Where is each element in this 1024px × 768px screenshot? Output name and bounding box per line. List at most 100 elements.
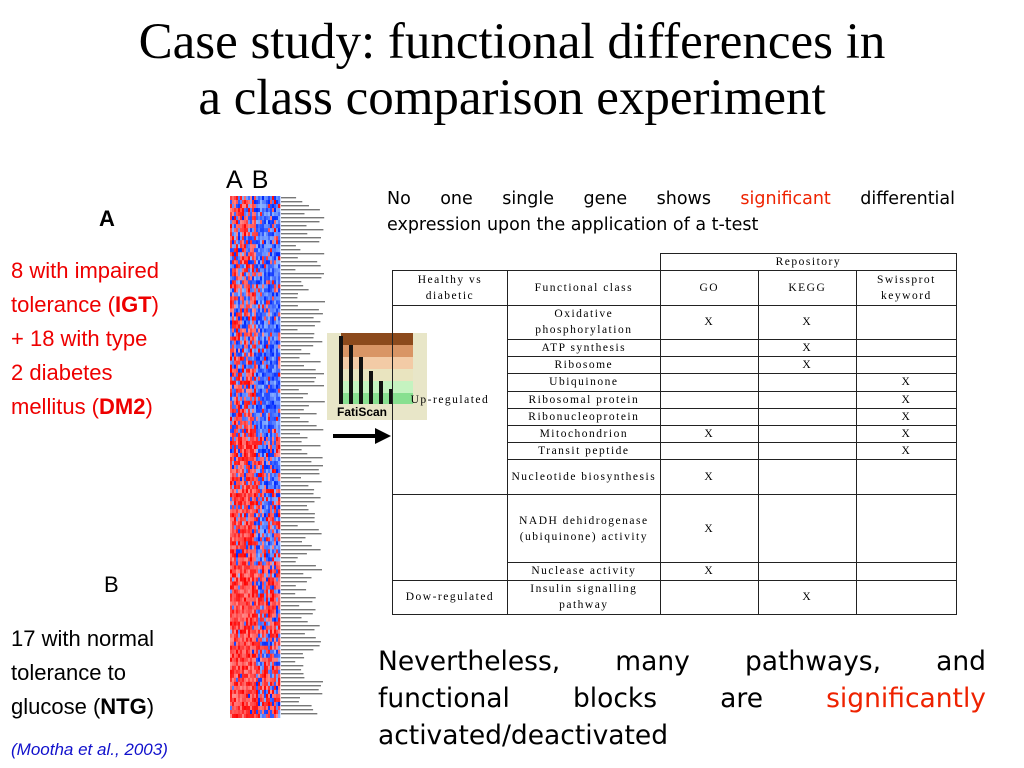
table-row: Dow-regulated Insulin signalling pathway X xyxy=(392,579,958,616)
kegg-mark-cell xyxy=(757,562,857,581)
sp-mark-cell: X xyxy=(855,390,958,409)
functional-class-cell: Ribosomal protein xyxy=(506,390,661,409)
group-a-line-3: + 18 with type xyxy=(11,326,148,351)
sp-mark-cell xyxy=(855,459,958,495)
title-line-2: a class comparison experiment xyxy=(198,70,826,126)
sp-mark-cell: X xyxy=(855,442,958,461)
table-row: Up-regulated Oxidative phosphorylation X X xyxy=(392,304,958,495)
sp-mark-cell xyxy=(855,562,958,581)
title-line-1: Case study: functional differences in xyxy=(138,14,886,70)
functional-class-cell: ATP synthesis xyxy=(506,338,661,358)
significant-word: significant xyxy=(740,189,831,209)
kegg-mark-cell: X xyxy=(757,338,857,358)
group-a-line-2: tolerance (IGT) xyxy=(11,292,159,317)
table-row: Ribosome X xyxy=(393,356,958,375)
go-mark-cell: X xyxy=(659,493,759,564)
go-mark-cell: X xyxy=(659,562,759,581)
table-row: Ribosomal protein X xyxy=(393,390,958,409)
go-mark-cell xyxy=(659,390,759,409)
functional-class-cell: Transit peptide xyxy=(506,442,661,461)
go-mark-cell: X xyxy=(659,424,759,444)
sp-mark-cell xyxy=(855,493,958,564)
group-b-line-3: glucose (NTG) xyxy=(11,694,155,719)
slide-title: Case study: functional differences in a … xyxy=(0,14,1024,126)
conclusion-line-3: activated/deactivated xyxy=(378,720,669,751)
group-b-line-2: tolerance to xyxy=(11,660,126,685)
group-a-line-4: 2 diabetes xyxy=(11,360,113,385)
table-row: NADH dehidrogenase (ubiquinone) activity… xyxy=(392,493,958,581)
kegg-mark-cell xyxy=(757,459,857,495)
kegg-mark-cell: X xyxy=(757,579,857,616)
swissprot-header: Swissprot keyword xyxy=(855,270,958,306)
sp-mark-cell: X xyxy=(855,373,958,392)
sp-mark-cell xyxy=(855,338,958,358)
repository-header: Repository xyxy=(659,252,958,272)
t-test-note-line-2: expression upon the application of a t-t… xyxy=(387,215,759,235)
kegg-mark-cell: X xyxy=(757,356,857,375)
functional-class-cell: Oxidative phosphorylation xyxy=(506,304,661,340)
group-cell-blank xyxy=(392,493,508,581)
arrow-icon xyxy=(333,428,391,444)
table-row: Nuclease activity X xyxy=(393,562,958,581)
t-test-note: No one single gene shows significant dif… xyxy=(387,186,955,238)
kegg-mark-cell xyxy=(757,424,857,444)
heatmap-label-b: B xyxy=(251,166,270,194)
sp-mark-cell: X xyxy=(855,424,958,444)
down-regulated-group: Dow-regulated xyxy=(392,579,508,616)
sp-mark-cell xyxy=(855,356,958,375)
functional-class-cell: Ubiquinone xyxy=(506,373,661,392)
sp-mark-cell: X xyxy=(855,407,958,426)
table-row: Nucleotide biosynthesis X xyxy=(393,459,958,495)
go-mark-cell xyxy=(659,407,759,426)
group-b-line-1: 17 with normal xyxy=(11,626,155,651)
group-a-line-5: mellitus (DM2) xyxy=(11,394,153,419)
go-mark-cell: X xyxy=(659,304,759,340)
go-mark-cell xyxy=(659,579,759,616)
group-a-line-1: 8 with impaired xyxy=(11,258,159,283)
dm2-abbrev: DM2 xyxy=(99,394,146,419)
igt-abbrev: IGT xyxy=(114,292,152,317)
functional-class-cell: Insulin signalling pathway xyxy=(506,579,661,616)
expression-heatmap xyxy=(230,196,281,718)
ntg-abbrev: NTG xyxy=(100,694,147,719)
significantly-word: significantly xyxy=(826,683,986,714)
functional-class-cell: Mitochondrion xyxy=(506,424,661,444)
up-regulated-group: Up-regulated xyxy=(392,304,508,495)
sp-mark-cell xyxy=(855,304,958,340)
group-b-label: B xyxy=(104,572,119,597)
go-header: GO xyxy=(659,270,759,306)
go-mark-cell xyxy=(659,442,759,461)
group-header: Healthy vs diabetic xyxy=(392,270,508,306)
kegg-mark-cell xyxy=(757,390,857,409)
functional-class-cell: NADH dehidrogenase (ubiquinone) activity xyxy=(506,493,661,564)
group-b-description: 17 with normal tolerance to glucose (NTG… xyxy=(11,622,211,724)
kegg-mark-cell xyxy=(757,373,857,392)
heatmap-label-a: A xyxy=(226,166,244,194)
functional-class-cell: Ribosome xyxy=(506,356,661,375)
table-row: Ubiquinone X xyxy=(393,373,958,392)
table-row: Mitochondrion X X xyxy=(393,424,958,444)
conclusion-line-2: functional blocks are significantly xyxy=(378,683,986,714)
citation: (Mootha et al., 2003) xyxy=(11,740,168,759)
conclusion-note: Nevertheless, many pathways, and functio… xyxy=(378,643,986,754)
kegg-mark-cell xyxy=(757,493,857,564)
go-mark-cell: X xyxy=(659,459,759,495)
table-row: Ribonucleoprotein X xyxy=(393,407,958,426)
go-mark-cell xyxy=(659,338,759,358)
functional-class-table: Repository Healthy vs diabetic Functiona… xyxy=(392,252,958,616)
sp-mark-cell xyxy=(855,579,958,616)
gene-name-column xyxy=(281,197,325,715)
go-mark-cell xyxy=(659,373,759,392)
group-a-label: A xyxy=(99,206,115,231)
kegg-mark-cell xyxy=(757,442,857,461)
functional-class-cell: Nucleotide biosynthesis xyxy=(506,459,661,495)
class-header: Functional class xyxy=(506,270,661,306)
kegg-mark-cell: X xyxy=(757,304,857,340)
group-a-description: 8 with impaired tolerance (IGT) + 18 wit… xyxy=(11,254,211,424)
fatiscan-logo-text: FatiScan xyxy=(337,405,387,419)
functional-class-cell: Nuclease activity xyxy=(506,562,661,581)
kegg-mark-cell xyxy=(757,407,857,426)
functional-class-cell: Ribonucleoprotein xyxy=(506,407,661,426)
conclusion-line-1: Nevertheless, many pathways, and xyxy=(378,646,986,677)
